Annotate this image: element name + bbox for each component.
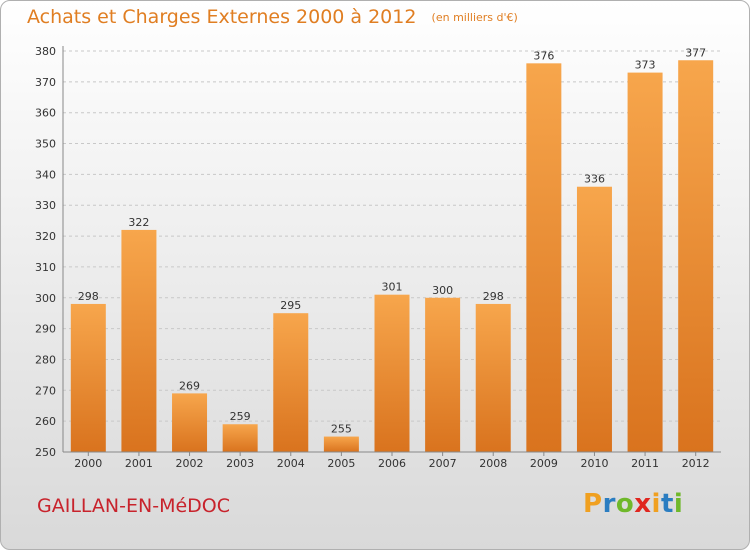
- bar-value-label: 322: [128, 216, 149, 229]
- bar: [678, 60, 714, 452]
- logo-letter: i: [673, 489, 684, 519]
- x-tick-label: 2011: [631, 457, 659, 470]
- y-tick-label: 250: [35, 446, 56, 459]
- logo-letter: P: [583, 489, 603, 519]
- bar: [172, 393, 208, 452]
- bar: [526, 63, 562, 452]
- chart-title: Achats et Charges Externes 2000 à 2012: [27, 6, 417, 28]
- bar: [576, 186, 612, 452]
- x-tick-label: 2012: [682, 457, 710, 470]
- proxiti-logo: Proxiti: [583, 489, 683, 519]
- bar: [627, 72, 663, 452]
- y-tick-label: 370: [35, 76, 56, 89]
- logo-letter: i: [651, 489, 661, 519]
- y-tick-label: 290: [35, 323, 56, 336]
- chart-unit: (en milliers d'€): [431, 11, 518, 24]
- x-tick-label: 2002: [176, 457, 204, 470]
- bar: [273, 313, 309, 452]
- bars-group: 298 322 269 259 295 255 301 300 298 376 336 373 377: [70, 46, 714, 452]
- bar: [323, 436, 359, 452]
- bar-value-label: 336: [584, 173, 605, 186]
- y-tick-label: 300: [35, 292, 56, 305]
- y-tick-label: 340: [35, 168, 56, 181]
- commune-name: GAILLAN-EN-MéDOC: [37, 495, 231, 517]
- y-tick-label: 280: [35, 353, 56, 366]
- x-tick-label: 2005: [327, 457, 355, 470]
- y-tick-label: 310: [35, 261, 56, 274]
- x-tick-label: 2003: [226, 457, 254, 470]
- bar: [70, 303, 106, 452]
- bar-value-label: 376: [533, 49, 554, 62]
- bar: [475, 303, 511, 452]
- x-tick-label: 2007: [429, 457, 457, 470]
- y-tick-label: 270: [35, 384, 56, 397]
- y-tick-label: 380: [35, 45, 56, 58]
- logo-letter: t: [660, 489, 674, 519]
- y-tick-label: 320: [35, 230, 56, 243]
- bar: [121, 229, 157, 452]
- bar-value-label: 301: [382, 281, 403, 294]
- bar: [425, 297, 461, 452]
- bar-value-label: 300: [432, 284, 453, 297]
- bar-value-label: 377: [685, 46, 706, 59]
- y-tick-label: 350: [35, 138, 56, 151]
- logo-letter: x: [634, 489, 652, 519]
- logo-letter: r: [602, 489, 616, 519]
- bar: [374, 294, 410, 452]
- bar-value-label: 298: [78, 290, 99, 303]
- x-tick-label: 2010: [580, 457, 608, 470]
- x-tick-label: 2009: [530, 457, 558, 470]
- x-tick-label: 2006: [378, 457, 406, 470]
- x-tick-label: 2004: [277, 457, 305, 470]
- x-tick-label: 2000: [74, 457, 102, 470]
- bar: [222, 424, 258, 452]
- axes: 250 260 270 280 290 300 310 320 330 340 350 360 370 3…: [35, 45, 721, 470]
- bar-value-label: 295: [280, 299, 301, 312]
- bar-value-label: 298: [483, 290, 504, 303]
- y-tick-label: 330: [35, 199, 56, 212]
- bar-value-label: 269: [179, 379, 200, 392]
- bar-value-label: 373: [635, 59, 656, 72]
- bar-value-label: 259: [230, 410, 251, 423]
- bar-value-label: 255: [331, 423, 352, 436]
- logo-letter: o: [615, 489, 635, 519]
- x-tick-label: 2008: [479, 457, 507, 470]
- title-line: Achats et Charges Externes 2000 à 2012 (…: [27, 6, 518, 28]
- y-tick-label: 260: [35, 415, 56, 428]
- y-tick-label: 360: [35, 107, 56, 120]
- x-tick-label: 2001: [125, 457, 153, 470]
